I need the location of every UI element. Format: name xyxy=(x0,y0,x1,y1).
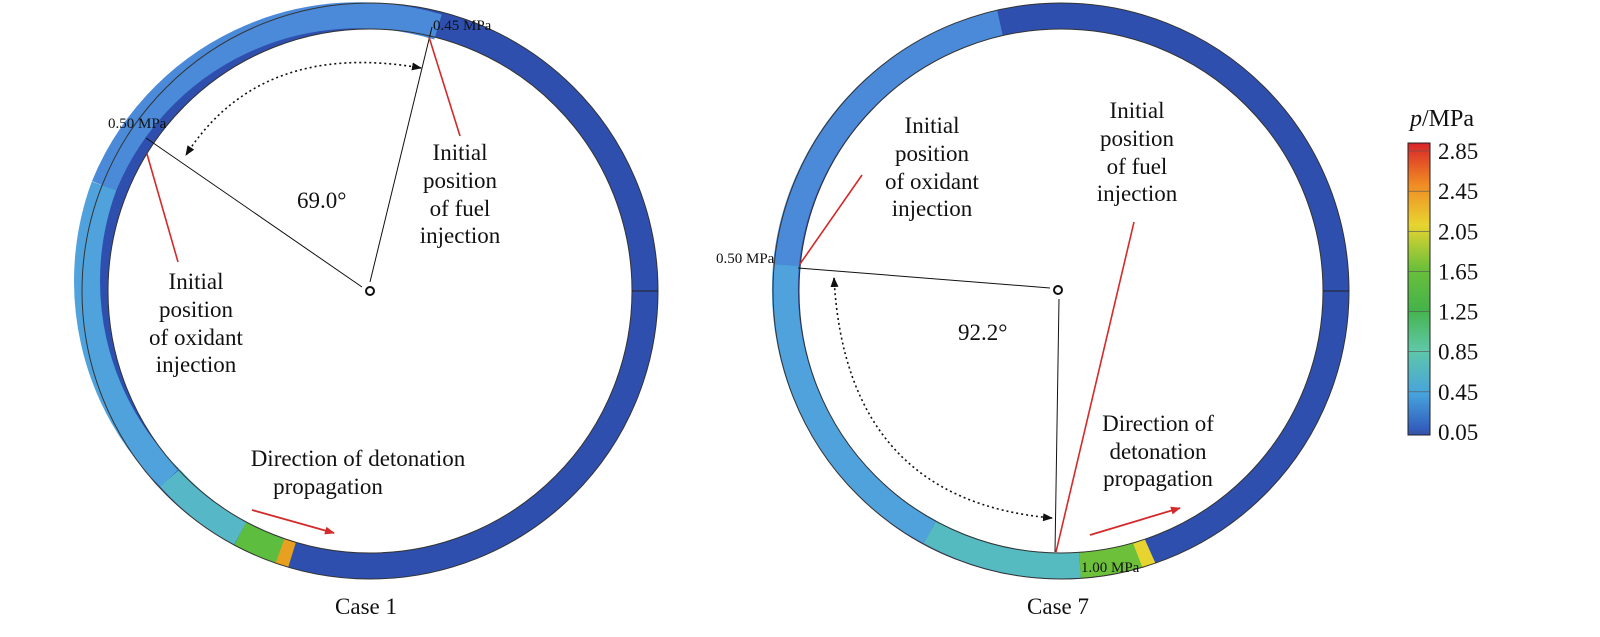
case1-fuel-label: Initial position of fuel injection xyxy=(420,140,501,248)
case7-fuel-leader xyxy=(1055,221,1135,553)
svg-text:position: position xyxy=(159,297,234,322)
svg-text:Initial: Initial xyxy=(905,113,960,138)
colorbar-title: p/MPa xyxy=(1408,106,1474,132)
svg-text:of oxidant: of oxidant xyxy=(149,325,244,350)
svg-text:of oxidant: of oxidant xyxy=(885,169,980,194)
case7-center-marker xyxy=(1053,285,1063,295)
svg-text:injection: injection xyxy=(156,352,237,377)
colorbar-tick-label: 1.65 xyxy=(1438,259,1478,284)
colorbar-tick-label: 2.85 xyxy=(1438,139,1478,164)
case1-front-peak xyxy=(275,538,296,568)
case1-angle-arc xyxy=(185,61,422,156)
case7-fuel-label: Initial position of fuel injection xyxy=(1097,98,1178,206)
case1-fuel-leader xyxy=(428,36,461,137)
case7-diagram: 92.2° 0.50 MPa 1.00 MPa Initial position… xyxy=(716,2,1350,619)
case1-wave-zone xyxy=(160,469,247,546)
colorbar-ticks: 2.85 2.45 2.05 1.65 1.25 0.85 0.45 0.05 xyxy=(1408,139,1478,445)
case1-diagram: 69.0° 0.45 MPa 0.50 MPa Initial position… xyxy=(74,2,659,619)
svg-text:position: position xyxy=(423,168,498,193)
colorbar-tick-label: 0.45 xyxy=(1438,380,1478,405)
case1-direction-arrow xyxy=(251,509,335,535)
svg-text:injection: injection xyxy=(1097,181,1178,206)
svg-text:of fuel: of fuel xyxy=(1107,154,1168,179)
svg-text:position: position xyxy=(895,141,970,166)
svg-text:detonation: detonation xyxy=(1109,439,1207,464)
case7-angle-arc xyxy=(830,277,1053,522)
case7-angle-label: 92.2° xyxy=(958,320,1007,345)
case7-oxidant-label: Initial position of oxidant injection xyxy=(885,113,980,221)
case7-oxidant-leader xyxy=(799,174,863,265)
svg-text:Initial: Initial xyxy=(169,269,224,294)
case1-center-marker xyxy=(365,286,375,296)
case7-front-pressure-label: 1.00 MPa xyxy=(1081,560,1140,576)
colorbar-tick-label: 1.25 xyxy=(1438,300,1478,325)
case1-caption: Case 1 xyxy=(335,594,397,619)
svg-text:propagation: propagation xyxy=(1103,466,1213,491)
case7-left-zone xyxy=(771,263,937,544)
case1-mid-pressure-zone xyxy=(91,2,442,191)
case1-oxidant-label: Initial position of oxidant injection xyxy=(149,269,244,377)
svg-text:propagation: propagation xyxy=(273,474,383,499)
case7-oxidant-pressure-label: 0.50 MPa xyxy=(716,251,775,267)
case1-direction-label: Direction of detonation propagation xyxy=(251,446,466,499)
svg-text:position: position xyxy=(1100,126,1175,151)
svg-text:injection: injection xyxy=(892,196,973,221)
svg-text:Initial: Initial xyxy=(1110,98,1165,123)
case1-fuel-pressure-label: 0.45 MPa xyxy=(433,18,492,34)
svg-text:Direction of detonation: Direction of detonation xyxy=(251,446,466,471)
svg-text:Initial: Initial xyxy=(433,140,488,165)
case1-oxidant-pressure-label: 0.50 MPa xyxy=(108,116,167,132)
case7-oxidant-radius xyxy=(797,267,1051,289)
colorbar-tick-label: 0.05 xyxy=(1438,420,1478,445)
svg-text:of fuel: of fuel xyxy=(430,196,491,221)
case1-angle-label: 69.0° xyxy=(297,188,346,213)
case1-low-zone xyxy=(74,181,180,488)
case1-oxidant-leader xyxy=(146,153,179,263)
case7-front-peak xyxy=(1133,539,1156,569)
case7-upper-zone xyxy=(773,10,1003,267)
case7-fuel-radius xyxy=(1054,298,1060,553)
case7-lower-zone xyxy=(923,520,1081,579)
svg-text:injection: injection xyxy=(420,223,501,248)
case1-oxidant-radius xyxy=(145,137,363,288)
colorbar-tick-label: 2.45 xyxy=(1438,179,1478,204)
svg-text:Direction of: Direction of xyxy=(1102,411,1214,436)
case7-direction-label: Direction of detonation propagation xyxy=(1102,411,1214,491)
case7-direction-arrow xyxy=(1089,506,1181,536)
case7-caption: Case 7 xyxy=(1027,594,1089,619)
colorbar-gradient xyxy=(1407,142,1431,436)
colorbar: p/MPa 2.85 2.45 2.05 1.65 1.25 0.85 0.45 0.05 xyxy=(1407,106,1478,445)
colorbar-tick-label: 0.85 xyxy=(1438,340,1478,365)
colorbar-tick-label: 2.05 xyxy=(1438,219,1478,244)
